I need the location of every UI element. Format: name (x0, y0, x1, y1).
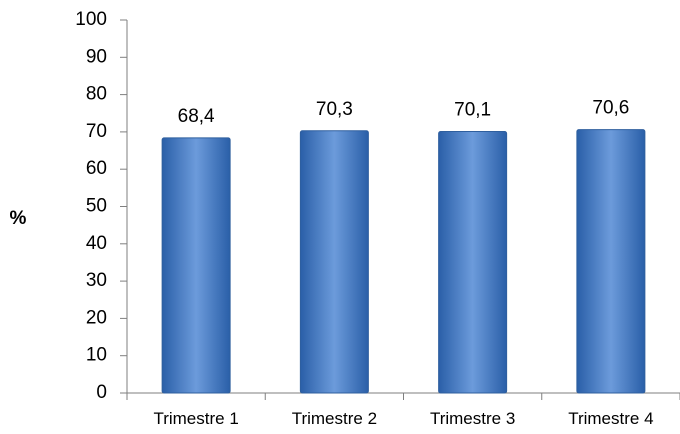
category-label-3: Trimestre 3 (430, 409, 515, 428)
y-tick-label: 0 (96, 382, 107, 403)
category-label-1: Trimestre 1 (153, 409, 238, 428)
bar-1 (161, 137, 231, 394)
y-tick-label: 80 (86, 84, 107, 105)
y-tick-label: 30 (86, 270, 107, 291)
bar-4 (576, 129, 646, 394)
data-label-2: 70,3 (316, 99, 353, 120)
category-label-2: Trimestre 2 (292, 409, 377, 428)
y-tick-label: 10 (86, 345, 107, 366)
data-label-4: 70,6 (592, 98, 629, 119)
y-tick-label: 40 (86, 233, 107, 254)
y-tick-label: 50 (86, 196, 107, 217)
bars (161, 129, 646, 394)
data-label-3: 70,1 (454, 100, 491, 121)
y-tick-label: 100 (75, 9, 107, 30)
bar-2 (299, 130, 369, 394)
y-tick-label: 20 (86, 307, 107, 328)
axes: 0 10 20 30 40 50 60 70 80 90 100 (75, 9, 680, 403)
y-tick-label: 90 (86, 46, 107, 67)
y-tick-label: 60 (86, 158, 107, 179)
data-label-1: 68,4 (178, 106, 215, 127)
category-label-4: Trimestre 4 (568, 409, 653, 428)
y-axis-label: % (10, 208, 27, 229)
y-tick-label: 70 (86, 121, 107, 142)
labels: 68,4 Trimestre 1 70,3 Trimestre 2 70,1 Trimes… (153, 98, 653, 428)
bar-3 (438, 131, 508, 394)
